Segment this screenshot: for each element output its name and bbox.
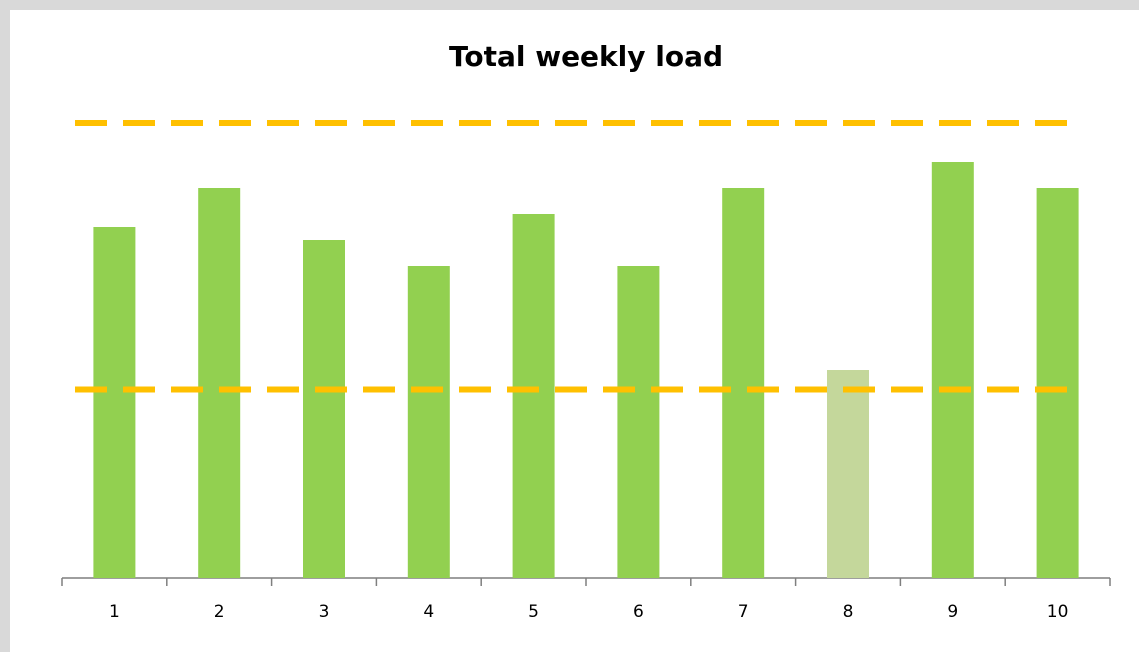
x-tick-label: 2	[214, 602, 225, 622]
bar	[827, 370, 869, 578]
x-tick-label: 3	[319, 602, 330, 622]
x-tick-label: 8	[843, 602, 854, 622]
bar	[407, 266, 450, 578]
x-tick-label: 6	[633, 602, 644, 622]
bar	[93, 227, 136, 578]
chart-title: Total weekly load	[449, 40, 723, 73]
x-tick-label: 4	[423, 602, 434, 622]
bar	[722, 188, 765, 578]
x-tick-label: 10	[1047, 602, 1069, 622]
x-tick-label: 5	[528, 602, 539, 622]
bar	[617, 266, 660, 578]
bar	[198, 188, 241, 578]
bar	[1036, 188, 1079, 578]
bar	[303, 240, 345, 578]
x-tick-label: 9	[947, 602, 958, 622]
bar	[512, 214, 555, 578]
bar	[931, 162, 974, 578]
x-tick-label: 7	[738, 602, 749, 622]
x-tick-label: 1	[109, 602, 120, 622]
